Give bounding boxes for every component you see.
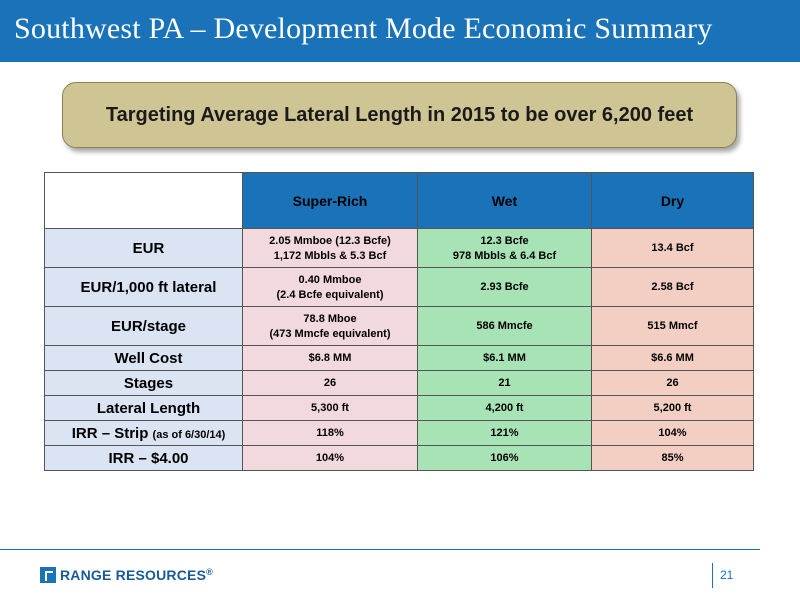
cell-super-rich: 0.40 Mmboe (2.4 Bcfe equivalent) [242, 267, 418, 307]
callout-text: Targeting Average Lateral Length in 2015… [105, 103, 694, 126]
range-resources-logo: RANGE RESOURCES® [40, 567, 213, 583]
table-row: Well Cost $6.8 MM $6.1 MM $6.6 MM [44, 345, 754, 371]
cell-line: 13.4 Bcf [651, 242, 694, 254]
callout-box: Targeting Average Lateral Length in 2015… [62, 82, 737, 148]
cell-super-rich: 78.8 Mboe (473 Mmcfe equivalent) [242, 306, 418, 346]
cell-line: 586 Mmcfe [476, 320, 533, 332]
table-row: IRR – Strip (as of 6/30/14) 118% 121% 10… [44, 420, 754, 446]
cell-dry: 5,200 ft [591, 395, 754, 421]
cell-wet: 4,200 ft [417, 395, 592, 421]
page-number: 21 [720, 568, 734, 582]
cell-line: 78.8 Mboe [303, 312, 357, 325]
cell-dry: $6.6 MM [591, 345, 754, 371]
cell-dry: 13.4 Bcf [591, 228, 754, 268]
cell-dry: 515 Mmcf [591, 306, 754, 346]
row-label: EUR/stage [110, 317, 187, 335]
table-row: IRR – $4.00 104% 106% 85% [44, 445, 754, 471]
table-row: Stages 26 21 26 [44, 370, 754, 396]
cell-wet: 12.3 Bcfe 978 Mbbls & 6.4 Bcf [417, 228, 592, 268]
cell-wet: 121% [417, 420, 592, 446]
range-logo-icon [40, 567, 56, 583]
cell-wet: $6.1 MM [417, 345, 592, 371]
cell-super-rich: 104% [242, 445, 418, 471]
page-number-divider [712, 563, 713, 588]
cell-wet: 2.93 Bcfe [417, 267, 592, 307]
column-header-wet: Wet [417, 172, 592, 229]
cell-line: 515 Mmcf [647, 320, 698, 332]
cell-super-rich: $6.8 MM [242, 345, 418, 371]
cell-subline: (473 Mmcfe equivalent) [269, 327, 391, 340]
cell-line: 2.05 Mmboe (12.3 Bcfe) [269, 234, 391, 247]
cell-line: 2.93 Bcfe [480, 281, 529, 293]
table-row: EUR 2.05 Mmboe (12.3 Bcfe) 1,172 Mbbls & … [44, 228, 754, 268]
cell-line: 12.3 Bcfe [480, 234, 529, 247]
row-header-irr-strip: IRR – Strip (as of 6/30/14) [44, 420, 243, 446]
row-header-eur-per-stage: EUR/stage [44, 306, 243, 346]
table-row: EUR/1,000 ft lateral 0.40 Mmboe (2.4 Bcfe… [44, 267, 754, 307]
cell-line: 2.58 Bcf [651, 281, 694, 293]
row-header-eur-per-lateral: EUR/1,000 ft lateral [44, 267, 243, 307]
cell-line: 0.40 Mmboe [298, 273, 362, 286]
cell-dry: 2.58 Bcf [591, 267, 754, 307]
row-label: Stages [123, 374, 174, 392]
row-label-note: (as of 6/30/14) [152, 428, 226, 441]
footer-divider [0, 549, 760, 550]
row-header-irr-4: IRR – $4.00 [44, 445, 243, 471]
table-corner [44, 172, 243, 229]
cell-super-rich: 118% [242, 420, 418, 446]
cell-subline: 978 Mbbls & 6.4 Bcf [452, 249, 557, 262]
cell-subline: (2.4 Bcfe equivalent) [276, 288, 384, 301]
logo-text: RANGE RESOURCES® [60, 567, 213, 583]
table-row: Lateral Length 5,300 ft 4,200 ft 5,200 f… [44, 395, 754, 421]
row-label: Well Cost [114, 349, 183, 367]
cell-super-rich: 2.05 Mmboe (12.3 Bcfe) 1,172 Mbbls & 5.3 … [242, 228, 418, 268]
row-header-stages: Stages [44, 370, 243, 396]
cell-dry: 85% [591, 445, 754, 471]
cell-dry: 104% [591, 420, 754, 446]
row-label: IRR – $4.00 [108, 449, 189, 467]
row-header-eur: EUR [44, 228, 243, 268]
slide-title: Southwest PA – Development Mode Economic… [14, 12, 713, 45]
cell-subline: 1,172 Mbbls & 5.3 Bcf [273, 249, 387, 262]
column-header-dry: Dry [591, 172, 754, 229]
cell-super-rich: 26 [242, 370, 418, 396]
row-label: EUR [132, 239, 165, 257]
cell-super-rich: 5,300 ft [242, 395, 418, 421]
cell-dry: 26 [591, 370, 754, 396]
row-header-well-cost: Well Cost [44, 345, 243, 371]
table-row: EUR/stage 78.8 Mboe (473 Mmcfe equivalent… [44, 306, 754, 346]
column-header-super-rich: Super-Rich [242, 172, 418, 229]
logo-name: RANGE RESOURCES [60, 567, 207, 583]
logo-trademark: ® [206, 567, 213, 577]
cell-wet: 106% [417, 445, 592, 471]
row-label: EUR/1,000 ft lateral [80, 278, 217, 296]
row-header-lateral-length: Lateral Length [44, 395, 243, 421]
cell-wet: 586 Mmcfe [417, 306, 592, 346]
cell-wet: 21 [417, 370, 592, 396]
row-label: IRR – Strip [71, 424, 149, 442]
title-bar: Southwest PA – Development Mode Economic… [0, 0, 800, 62]
economic-summary-table: Super-Rich Wet Dry EUR 2.05 Mmboe (12.3 … [44, 172, 754, 471]
row-label: Lateral Length [96, 399, 201, 417]
